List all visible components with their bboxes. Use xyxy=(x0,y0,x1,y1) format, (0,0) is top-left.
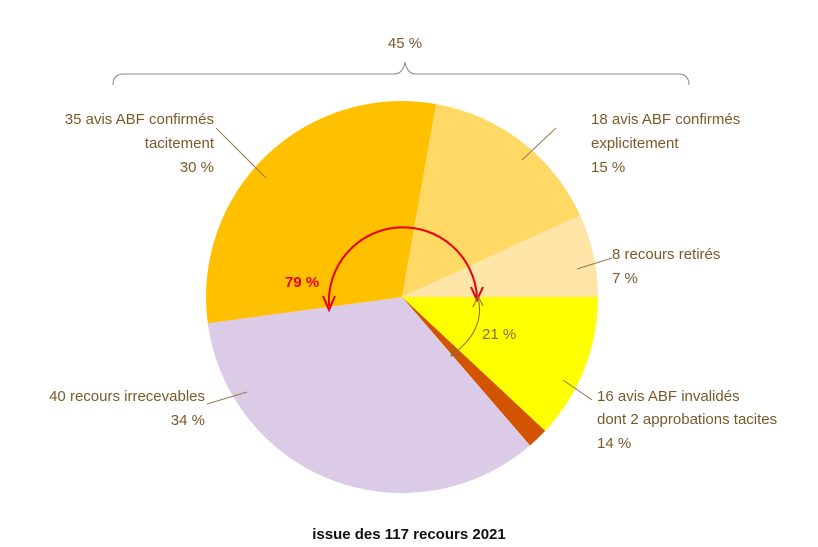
label-invalides-line1: 16 avis ABF invalidés xyxy=(597,388,740,405)
slice-approbations-tacites xyxy=(402,297,546,446)
label-tacitement-line2: tacitement xyxy=(145,135,215,152)
leader-lines xyxy=(206,127,613,405)
leader-explicitement xyxy=(521,127,557,161)
arc-79-arrowhead-right xyxy=(470,286,484,303)
label-retires: 8 recours retirés 7 % xyxy=(612,246,720,287)
slice-recours-irrecevables xyxy=(207,297,530,494)
label-tacitement-line1: 35 avis ABF confirmés xyxy=(65,111,214,128)
label-confirmes-tacitement: 35 avis ABF confirmés tacitement 30 % xyxy=(65,111,215,176)
arc-21: 21 % xyxy=(450,294,516,357)
label-tacitement-pct: 30 % xyxy=(180,159,214,176)
label-explicitement-line1: 18 avis ABF confirmés xyxy=(591,111,740,128)
pie-slices xyxy=(205,101,598,494)
label-confirmes-explicitement: 18 avis ABF confirmés explicitement 15 % xyxy=(591,111,740,176)
arc-79: 79 % xyxy=(285,226,484,313)
leader-retires xyxy=(576,257,613,270)
slice-avis-invalides xyxy=(402,297,598,431)
label-irrecevables-pct: 34 % xyxy=(171,412,205,429)
label-explicitement-line2: explicitement xyxy=(591,135,679,152)
leader-irrecevables xyxy=(206,391,248,405)
label-explicitement-pct: 15 % xyxy=(591,159,625,176)
label-retires-pct: 7 % xyxy=(612,270,638,287)
arc-21-arrowhead-bottom xyxy=(450,344,463,357)
label-invalides-line2: dont 2 approbations tacites xyxy=(597,411,777,428)
label-invalides-pct: 14 % xyxy=(597,435,631,452)
bracket-path xyxy=(112,61,690,86)
arc-79-label: 79 % xyxy=(285,274,319,291)
slice-confirmes-explicitement xyxy=(402,103,581,297)
label-invalides: 16 avis ABF invalidés dont 2 approbation… xyxy=(597,388,777,452)
arc-21-label: 21 % xyxy=(482,326,516,343)
arc-21-arrowhead-top xyxy=(472,294,484,308)
label-irrecevables-line1: 40 recours irrecevables xyxy=(49,388,205,405)
chart-caption: issue des 117 recours 2021 xyxy=(312,526,505,543)
leader-tacitement xyxy=(215,127,267,179)
arc-21-path xyxy=(451,297,480,356)
bracket-label: 45 % xyxy=(388,35,422,52)
label-irrecevables: 40 recours irrecevables 34 % xyxy=(49,388,205,429)
slice-confirmes-tacitement xyxy=(205,101,437,324)
arc-79-arrowhead-left xyxy=(322,295,336,313)
slice-recours-retires xyxy=(402,215,598,297)
arc-79-path xyxy=(327,226,478,307)
label-retires-line1: 8 recours retirés xyxy=(612,246,720,263)
bracket-45: 45 % xyxy=(112,35,690,86)
leader-invalides xyxy=(562,379,593,401)
